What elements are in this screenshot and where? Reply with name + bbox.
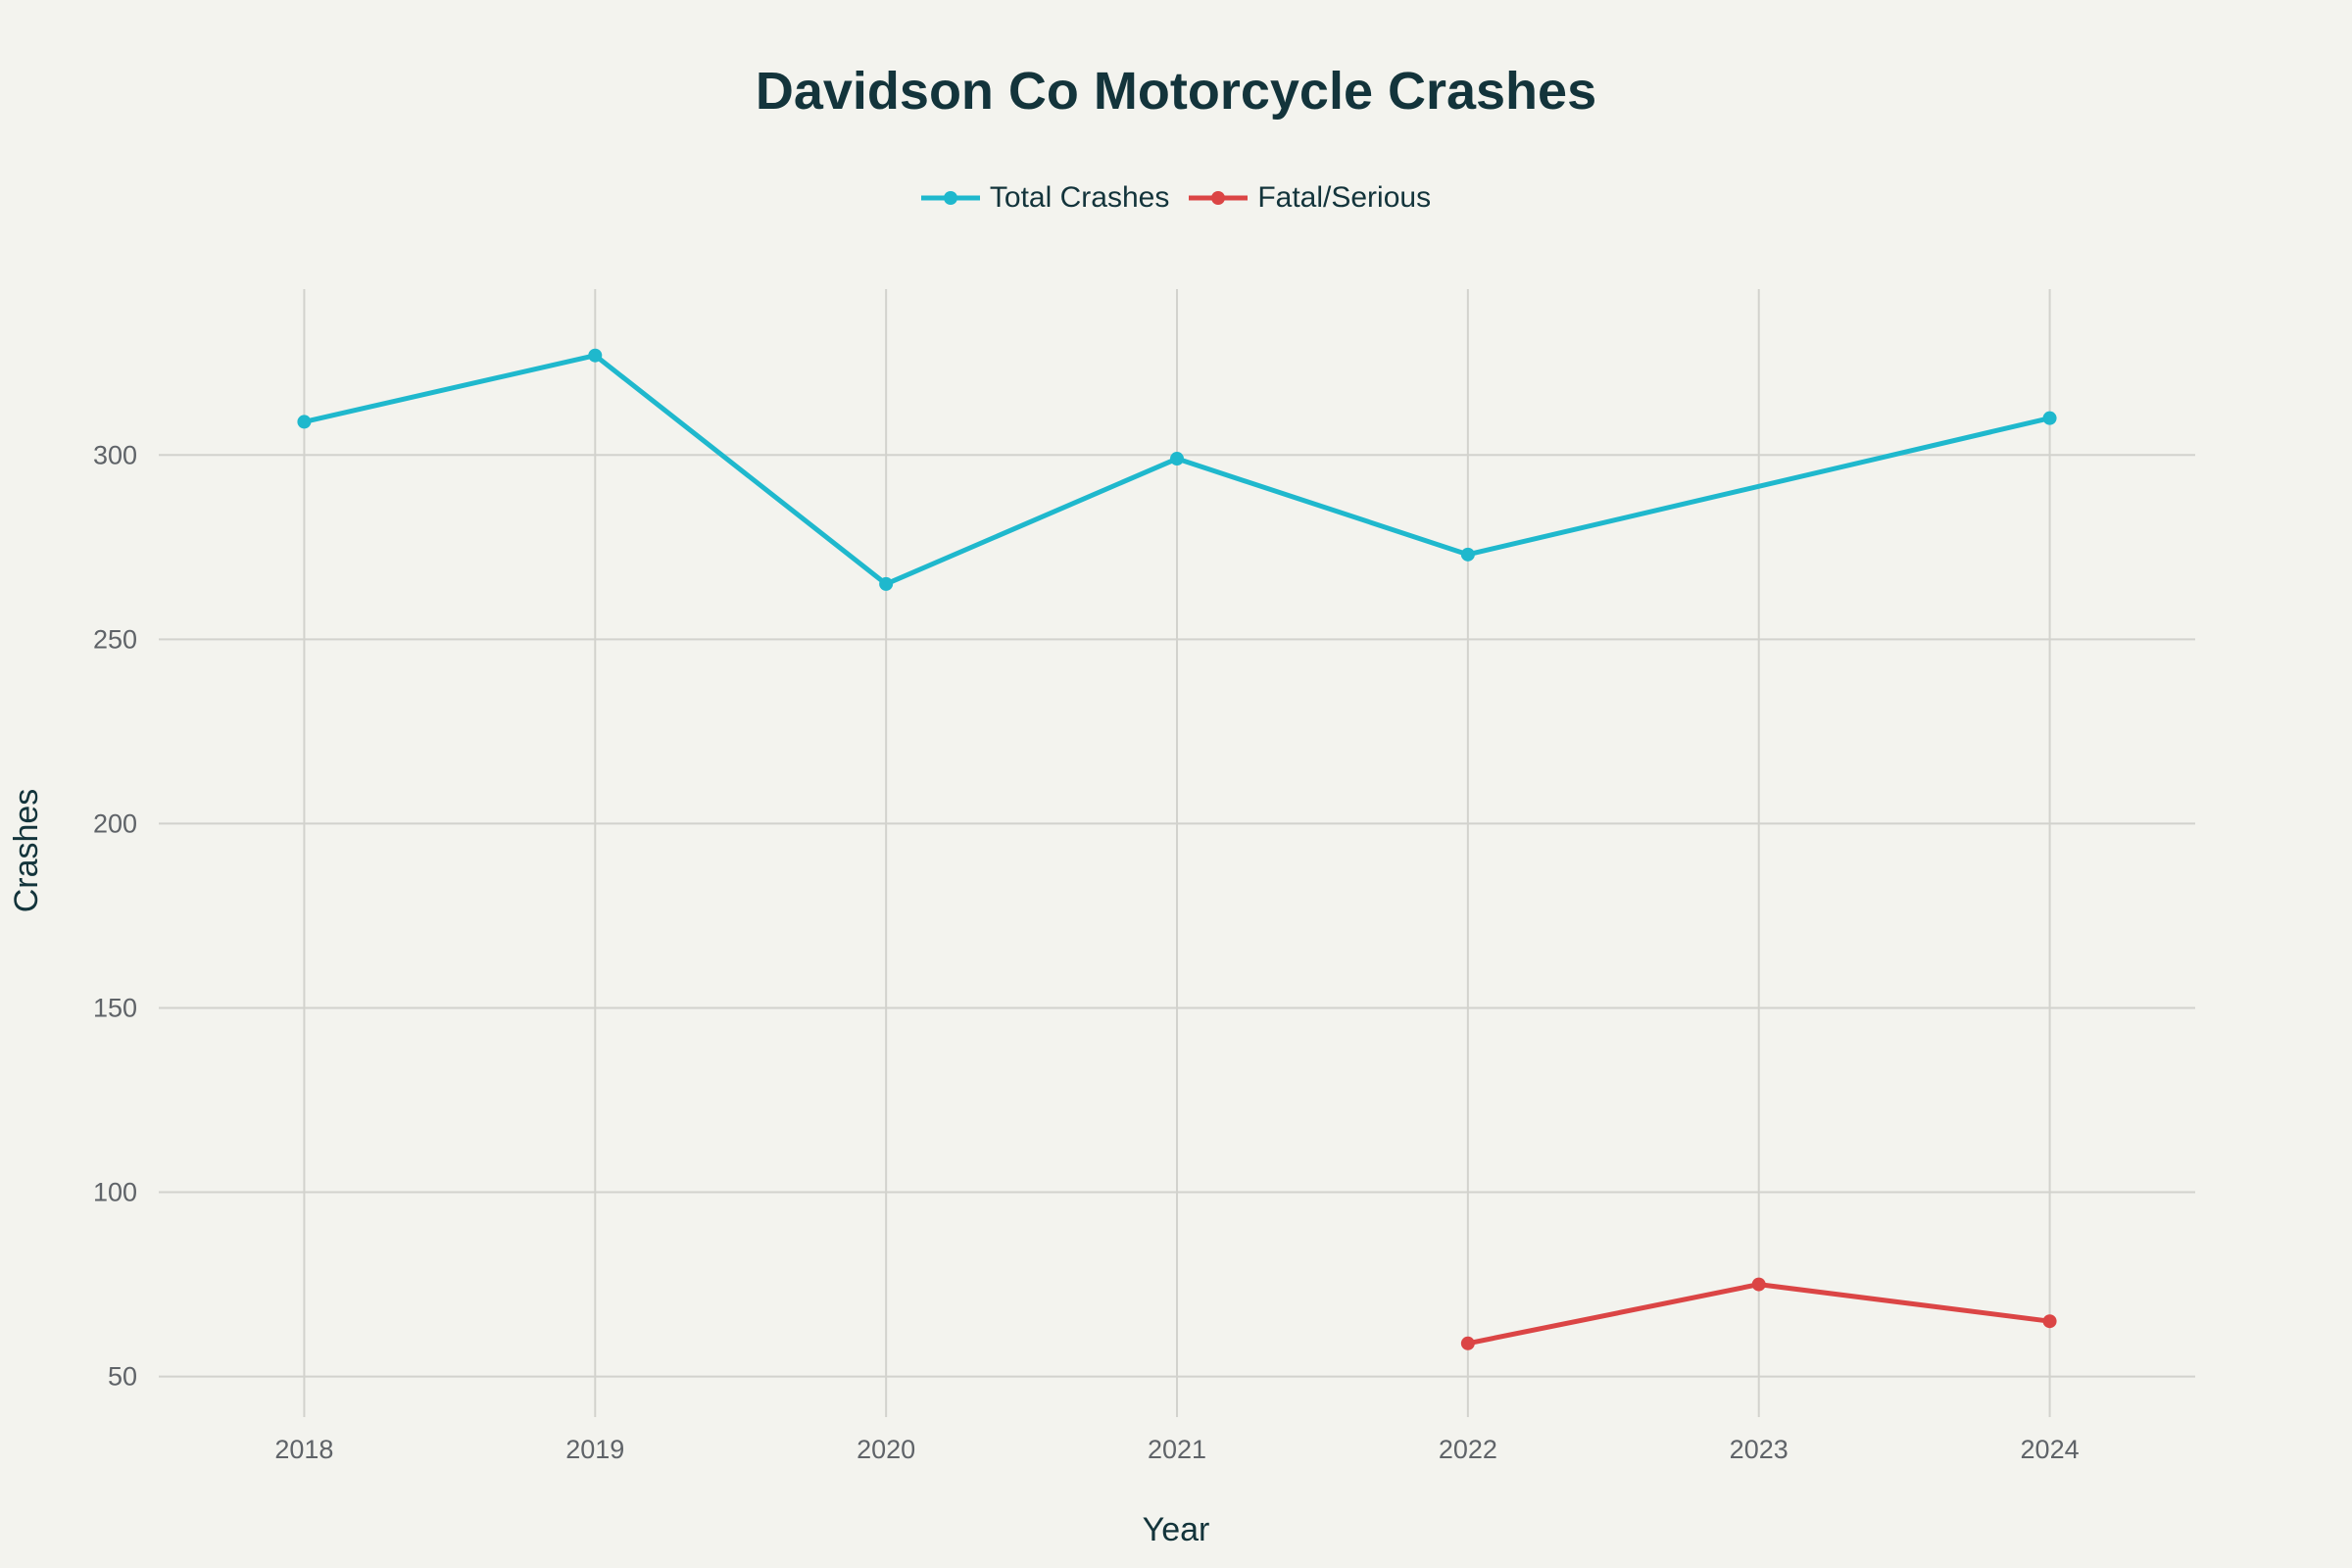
- y-axis-title: Crashes: [8, 789, 45, 913]
- data-point-fatal-serious: [1460, 1336, 1475, 1350]
- legend-line-total-icon: [920, 191, 980, 205]
- legend-label: Fatal/Serious: [1257, 181, 1432, 214]
- legend-line-fatal-icon: [1189, 191, 1249, 205]
- y-tick-label: 150: [93, 993, 137, 1022]
- y-tick-label: 100: [93, 1178, 137, 1207]
- x-tick-label: 2018: [274, 1435, 333, 1464]
- x-tick-label: 2024: [2021, 1435, 2080, 1464]
- x-tick-label: 2019: [565, 1435, 624, 1464]
- y-tick-label: 250: [93, 624, 137, 654]
- series-line-total-crashes: [303, 353, 2051, 587]
- data-point-total-crashes: [1460, 547, 1475, 562]
- x-tick-label: 2023: [1730, 1435, 1788, 1464]
- y-tick-label: 50: [108, 1362, 137, 1392]
- x-tick-label: 2021: [1148, 1435, 1206, 1464]
- y-tick-label: 300: [93, 440, 137, 469]
- data-point-total-crashes: [297, 415, 312, 429]
- data-point-total-crashes: [879, 576, 894, 591]
- data-point-total-crashes: [2042, 411, 2057, 425]
- legend-item-total-crashes[interactable]: Total Crashes: [920, 181, 1170, 215]
- chart-title: Davidson Co Motorcycle Crashes: [755, 62, 1597, 121]
- data-point-total-crashes: [588, 348, 603, 363]
- legend: Total Crashes Fatal/Serious: [0, 181, 2352, 215]
- data-point-fatal-serious: [2042, 1314, 2057, 1329]
- x-tick-label: 2022: [1439, 1435, 1497, 1464]
- x-axis-title: Year: [1143, 1511, 1210, 1548]
- x-tick-label: 2020: [857, 1435, 915, 1464]
- legend-label: Total Crashes: [989, 181, 1170, 214]
- legend-item-fatal-serious[interactable]: Fatal/Serious: [1189, 181, 1431, 215]
- y-tick-label: 200: [93, 808, 137, 838]
- data-point-total-crashes: [1170, 452, 1184, 466]
- data-point-fatal-serious: [1751, 1277, 1766, 1292]
